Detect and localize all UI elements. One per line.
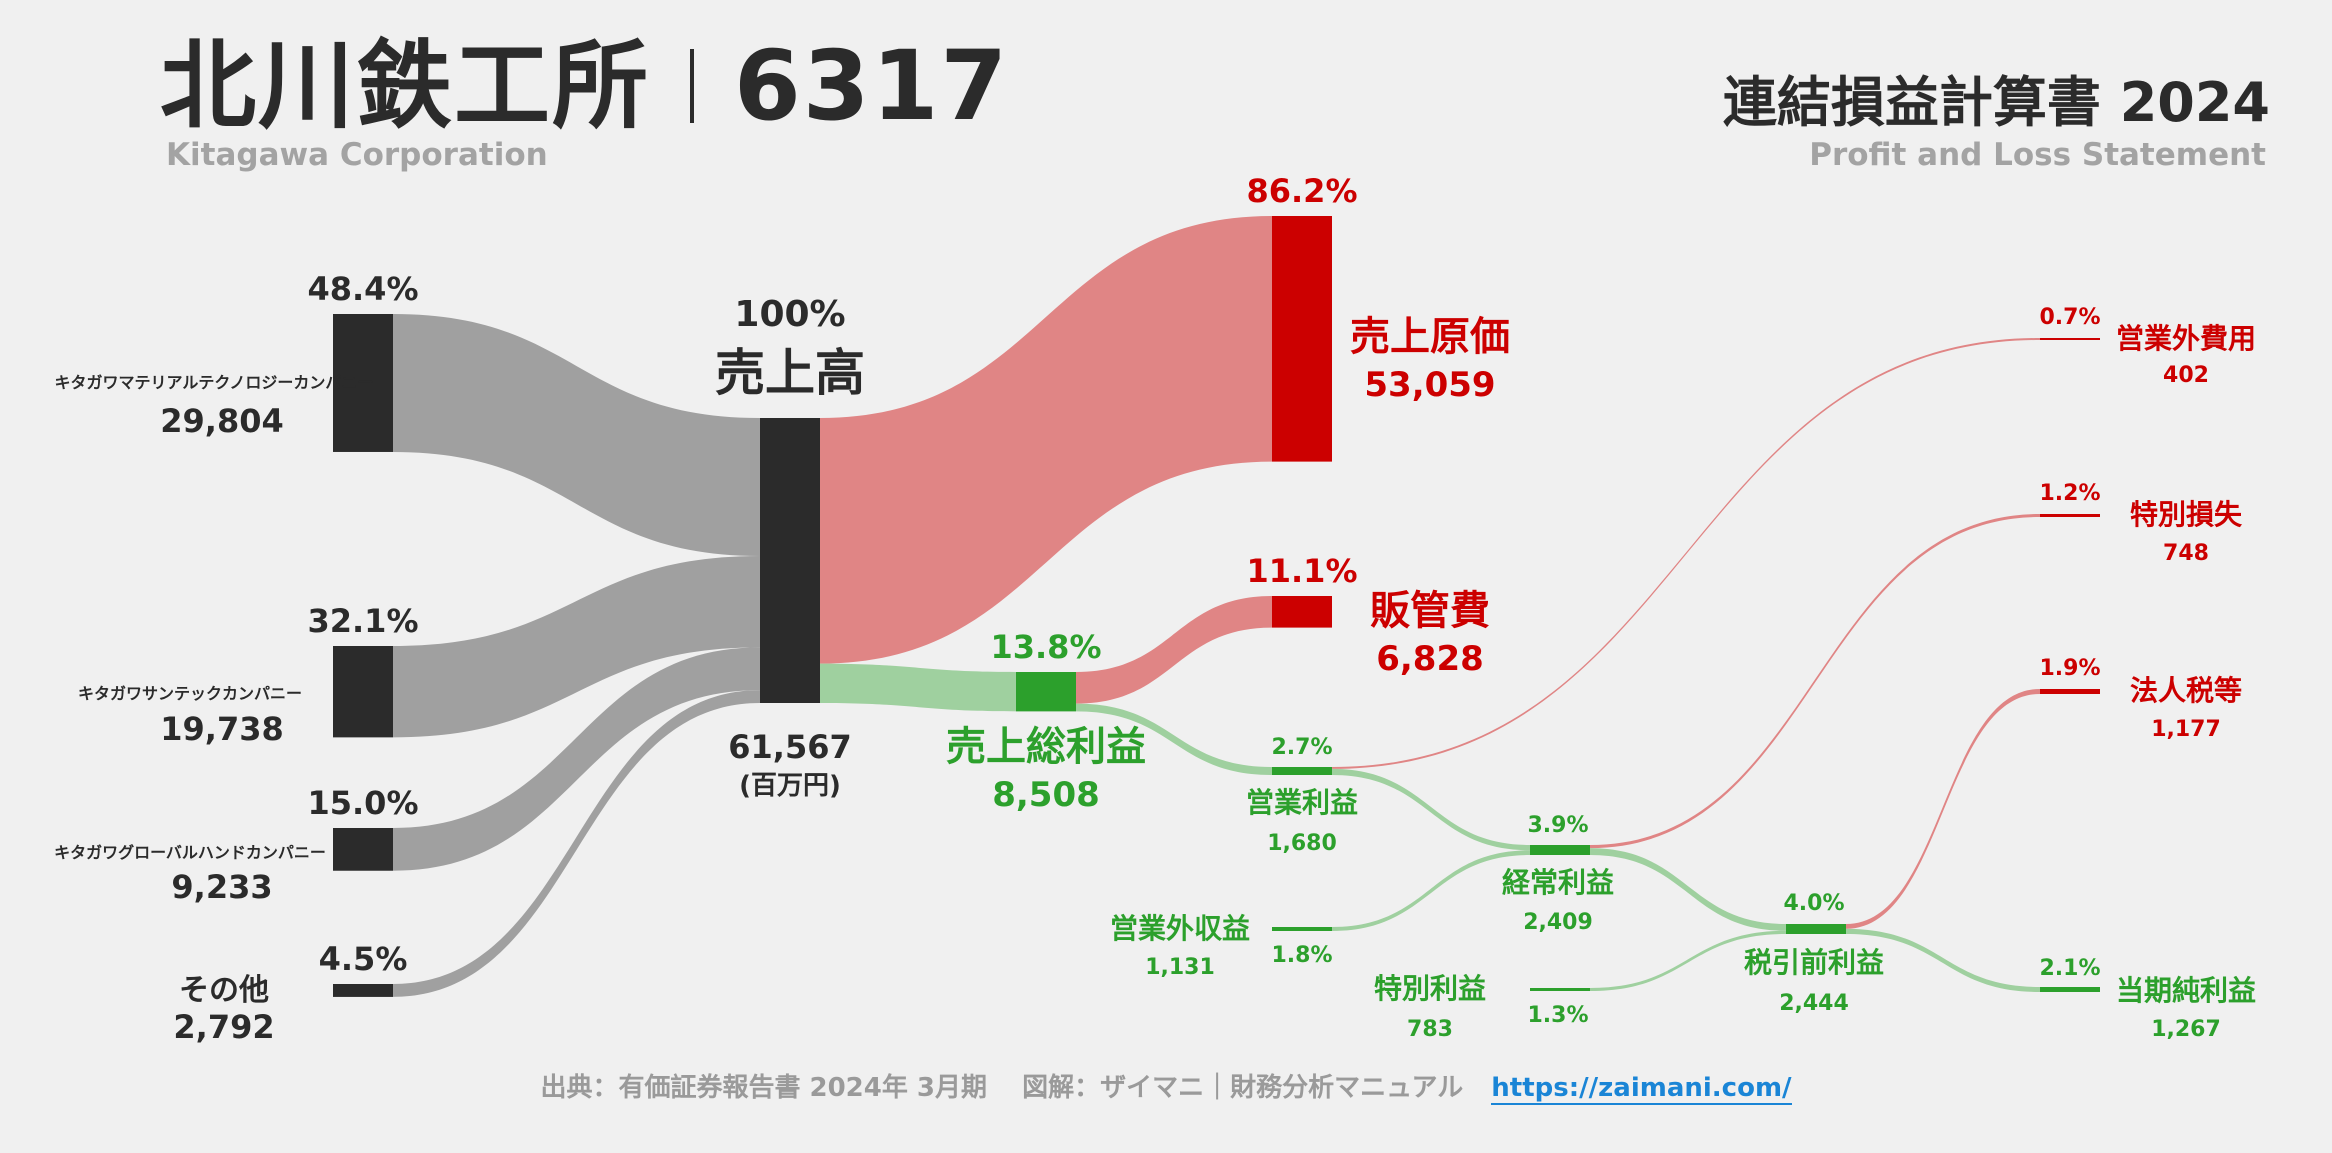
node-bar-nonop_exp xyxy=(2040,338,2100,340)
label-ordinary-pct: 3.9% xyxy=(1527,813,1588,838)
flow-sales-to-gross xyxy=(820,663,1016,712)
flow-op-to-ordinary xyxy=(1332,768,1530,851)
label-cogs-value: 53,059 xyxy=(1364,365,1495,405)
node-bar-ext_loss xyxy=(2040,514,2100,517)
flow-gross-to-sga xyxy=(1076,596,1272,704)
node-bar-ext_gain xyxy=(1530,988,1590,991)
flow-pretax-to-net xyxy=(1846,928,2040,992)
label-seg2-label: キタガワサンテックカンパニー xyxy=(78,684,302,703)
label-ext_loss-value: 748 xyxy=(2163,541,2209,566)
label-gross-label: 売上総利益 xyxy=(946,724,1146,770)
node-bar-op xyxy=(1272,767,1332,775)
flow-ext_gain-to-pretax xyxy=(1590,930,1786,991)
label-op-value: 1,680 xyxy=(1267,831,1337,856)
label-sga-pct: 11.1% xyxy=(1246,552,1357,590)
label-pretax-label: 税引前利益 xyxy=(1744,946,1884,979)
label-seg4-value: 2,792 xyxy=(173,1008,274,1046)
label-cogs-label: 売上原価 xyxy=(1350,314,1510,360)
label-pretax-pct: 4.0% xyxy=(1783,891,1844,916)
label-sales-pct: 100% xyxy=(734,294,845,335)
company-name-en: Kitagawa Corporation xyxy=(166,137,548,173)
label-sga-label: 販管費 xyxy=(1370,588,1490,634)
flow-gross-to-op xyxy=(1076,703,1272,775)
label-seg4-label: その他 xyxy=(179,973,269,1008)
label-net-label: 当期純利益 xyxy=(2116,974,2256,1007)
label-ext_gain-pct: 1.3% xyxy=(1527,1003,1588,1028)
source-note: 出典：有価証券報告書 2024年 3月期 図解：ザイマニ｜財務分析マニュアル xyxy=(540,1073,1464,1103)
node-bar-ordinary xyxy=(1530,845,1590,855)
label-tax-value: 1,177 xyxy=(2151,717,2221,742)
node-bar-seg1 xyxy=(333,314,393,452)
label-seg2-pct: 32.1% xyxy=(307,602,418,640)
node-bar-pretax xyxy=(1786,924,1846,934)
label-nonop_inc-value: 1,131 xyxy=(1145,955,1215,980)
company-name: 北川鉄工所 xyxy=(160,30,650,142)
label-seg1-pct: 48.4% xyxy=(307,270,418,308)
label-ext_loss-label: 特別損失 xyxy=(2130,498,2243,531)
label-cogs-pct: 86.2% xyxy=(1246,172,1357,210)
label-sga-value: 6,828 xyxy=(1376,639,1484,679)
flow-seg3-to-sales xyxy=(393,647,760,871)
label-sales-label: 売上高 xyxy=(715,344,865,402)
flow-nonop_inc-to-ordinary xyxy=(1332,850,1530,931)
statement-title-en: Profit and Loss Statement xyxy=(1809,137,2266,173)
node-bar-tax xyxy=(2040,689,2100,694)
label-seg1-value: 29,804 xyxy=(160,402,283,440)
node-bar-seg4 xyxy=(333,984,393,997)
label-gross-pct: 13.8% xyxy=(990,628,1101,666)
label-gross-value: 8,508 xyxy=(992,775,1100,815)
label-nonop_inc-pct: 1.8% xyxy=(1271,943,1332,968)
source-link[interactable]: https://zaimani.com/ xyxy=(1491,1073,1792,1105)
label-ext_gain-value: 783 xyxy=(1407,1017,1453,1042)
flow-ordinary-to-ext_loss xyxy=(1590,514,2040,849)
label-tax-pct: 1.9% xyxy=(2039,656,2100,681)
label-seg3-pct: 15.0% xyxy=(307,784,418,822)
flow-ordinary-to-pretax xyxy=(1590,848,1786,931)
label-nonop_exp-label: 営業外費用 xyxy=(2116,322,2256,355)
label-pretax-value: 2,444 xyxy=(1779,991,1849,1016)
flow-seg2-to-sales xyxy=(393,555,760,738)
node-bar-sga xyxy=(1272,596,1332,628)
footer: 出典：有価証券報告書 2024年 3月期 図解：ザイマニ｜財務分析マニュアル ht… xyxy=(0,1073,2332,1105)
node-bar-net xyxy=(2040,987,2100,992)
flow-sales-to-cogs xyxy=(820,216,1272,664)
label-nonop_inc-label: 営業外収益 xyxy=(1110,912,1250,945)
unit-label: (百万円) xyxy=(739,771,841,801)
page-title: 北川鉄工所 6317 xyxy=(160,38,1009,134)
label-seg1-label: キタガワマテリアルテクノロジーカンパニー xyxy=(55,373,374,392)
label-op-label: 営業利益 xyxy=(1246,786,1358,819)
node-bar-seg2 xyxy=(333,646,393,738)
flow-seg4-to-sales xyxy=(393,690,760,997)
title-separator xyxy=(690,49,694,123)
label-seg3-value: 9,233 xyxy=(171,868,272,906)
label-ext_gain-label: 特別利益 xyxy=(1374,972,1486,1005)
label-op-pct: 2.7% xyxy=(1271,735,1332,760)
label-ordinary-label: 経常利益 xyxy=(1502,866,1614,899)
node-bar-seg3 xyxy=(333,828,393,871)
node-bar-nonop_inc xyxy=(1272,927,1332,931)
label-sales-value: 61,567 xyxy=(728,728,851,766)
label-ordinary-value: 2,409 xyxy=(1523,910,1593,935)
label-seg4-pct: 4.5% xyxy=(319,940,408,978)
node-bar-gross xyxy=(1016,672,1076,712)
node-bar-cogs xyxy=(1272,216,1332,462)
flow-seg1-to-sales xyxy=(393,314,760,556)
label-seg2-value: 19,738 xyxy=(160,710,283,748)
node-bar-sales xyxy=(760,418,820,703)
flow-pretax-to-tax xyxy=(1846,689,2040,929)
label-nonop_exp-pct: 0.7% xyxy=(2039,305,2100,330)
label-tax-label: 法人税等 xyxy=(2130,674,2242,707)
statement-title: 連結損益計算書 2024 xyxy=(1722,71,2270,134)
label-ext_loss-pct: 1.2% xyxy=(2039,481,2100,506)
flow-op-to-nonop_exp xyxy=(1332,338,2040,769)
label-net-value: 1,267 xyxy=(2151,1017,2221,1042)
label-nonop_exp-value: 402 xyxy=(2163,363,2209,388)
label-seg3-label: キタガワグローバルハンドカンパニー xyxy=(54,843,326,862)
ticker-code: 6317 xyxy=(734,30,1010,142)
label-net-pct: 2.1% xyxy=(2039,956,2100,981)
